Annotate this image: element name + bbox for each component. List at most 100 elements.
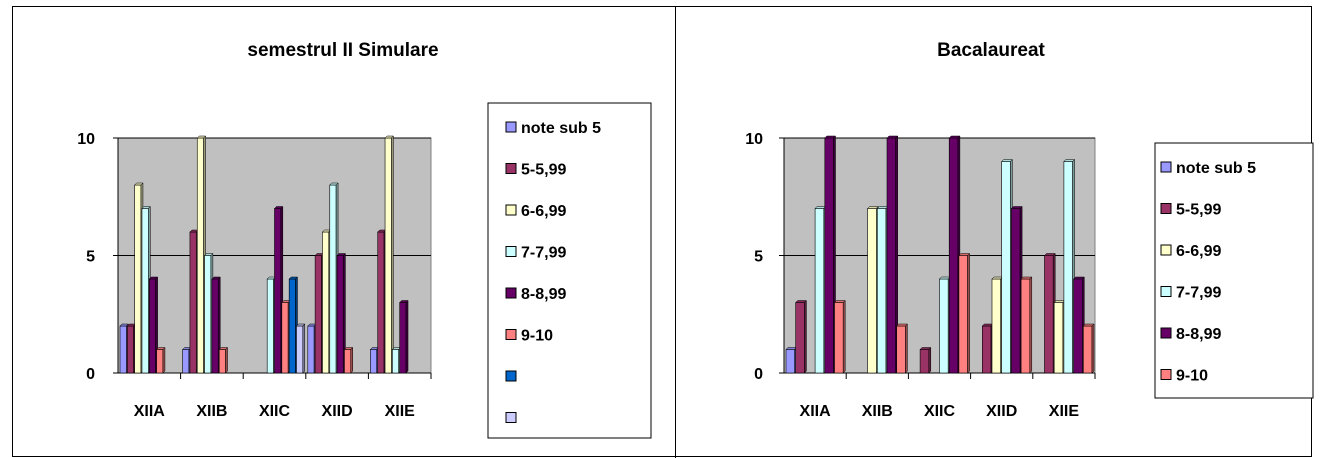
legend-label: 9-10 xyxy=(521,328,553,345)
bar xyxy=(296,325,304,374)
legend-swatch xyxy=(1160,369,1172,380)
bar xyxy=(1044,255,1054,374)
bar xyxy=(134,184,142,374)
bar xyxy=(834,302,844,374)
bar xyxy=(329,184,337,374)
x-tick-label: XIIC xyxy=(259,403,291,420)
legend-swatch xyxy=(1160,161,1172,173)
legend-swatch xyxy=(505,370,517,382)
x-tick-label: XIIA xyxy=(800,403,832,420)
chart-2: Bacalaureat 0 5 10 XIIA XIIB XIIC XIID XIIE note … xyxy=(745,40,1314,420)
bar-side xyxy=(905,323,908,374)
x-tick-label: XIIB xyxy=(862,403,893,420)
legend-label: 8-8,99 xyxy=(1176,326,1221,343)
bar xyxy=(399,302,407,374)
bar-side xyxy=(928,346,932,374)
bar xyxy=(824,137,834,374)
panel-divider xyxy=(675,7,676,458)
x-tick-label: XIIE xyxy=(1049,403,1080,420)
bar xyxy=(211,278,219,374)
bar xyxy=(384,137,392,374)
legend-swatch xyxy=(1160,244,1172,256)
bar-side xyxy=(405,299,409,374)
x-tick-label: XIIA xyxy=(134,403,166,420)
chart-title: semestrul II Simulare xyxy=(247,40,438,61)
bar xyxy=(948,137,959,374)
bar xyxy=(274,208,282,374)
legend-label: 5-5,99 xyxy=(1176,202,1221,219)
legend-label: 6-6,99 xyxy=(521,203,566,220)
bar xyxy=(307,325,315,374)
bar xyxy=(189,231,197,374)
bar xyxy=(991,278,1001,374)
bar xyxy=(392,349,399,374)
bar-side xyxy=(225,346,228,374)
bar xyxy=(119,325,127,374)
legend-label: 8-8,99 xyxy=(521,286,566,303)
bar xyxy=(182,349,190,374)
bar xyxy=(156,349,164,374)
y-tick-label: 10 xyxy=(745,131,763,148)
bar xyxy=(1011,208,1021,374)
legend-box xyxy=(487,102,652,439)
y-tick-label: 0 xyxy=(754,366,763,383)
bar-side xyxy=(350,346,353,374)
legend-swatch xyxy=(505,287,517,299)
bar-side xyxy=(162,346,166,374)
legend-swatch xyxy=(1160,327,1172,339)
bar xyxy=(886,137,896,374)
legend-label: 7-7,99 xyxy=(521,245,566,262)
bar-side xyxy=(967,252,970,374)
bar xyxy=(314,255,322,374)
bar xyxy=(1053,302,1064,374)
y-tick-label: 5 xyxy=(86,249,95,266)
x-tick-label: XIID xyxy=(322,403,353,420)
bar xyxy=(919,349,930,374)
bar xyxy=(281,302,289,374)
legend-swatch xyxy=(505,163,517,174)
bar-side xyxy=(842,299,846,374)
bar xyxy=(1073,278,1083,374)
legend-swatch xyxy=(505,204,517,216)
bar xyxy=(204,255,212,374)
y-tick-label: 10 xyxy=(77,131,95,148)
bar xyxy=(218,349,226,374)
bar xyxy=(939,278,949,374)
bar xyxy=(981,325,992,374)
x-tick-label: XIIC xyxy=(924,403,956,420)
legend-swatch xyxy=(505,246,517,257)
bar-side xyxy=(1091,323,1095,374)
x-tick-label: XIID xyxy=(986,403,1017,420)
bar-side xyxy=(804,299,807,374)
bar xyxy=(795,302,805,374)
bar xyxy=(876,208,887,374)
bar xyxy=(958,255,968,374)
bar xyxy=(867,208,877,374)
legend-label: 7-7,99 xyxy=(1176,285,1221,302)
bar xyxy=(785,349,795,374)
x-tick-label: XIIB xyxy=(196,403,227,420)
legend-swatch xyxy=(505,121,517,133)
bar xyxy=(127,325,134,374)
legend-label: 5-5,99 xyxy=(521,162,566,179)
legend-label: 6-6,99 xyxy=(1176,243,1221,260)
bar-side xyxy=(302,323,306,374)
bar xyxy=(149,278,156,374)
bar xyxy=(266,278,274,374)
bar xyxy=(814,208,825,374)
bar xyxy=(377,231,385,374)
legend-swatch xyxy=(1160,203,1172,214)
bar xyxy=(336,255,344,374)
x-tick-label: XIIE xyxy=(385,403,416,420)
bar xyxy=(1083,325,1093,374)
legend-label: note sub 5 xyxy=(521,120,601,137)
legend-swatch xyxy=(1160,286,1172,297)
bar xyxy=(288,278,296,374)
bar xyxy=(370,349,378,374)
legend-swatch xyxy=(505,329,517,340)
bar xyxy=(1063,161,1073,374)
bar-side xyxy=(391,135,394,374)
y-tick-label: 5 xyxy=(754,249,763,266)
bar xyxy=(344,349,352,374)
bar xyxy=(141,208,149,374)
